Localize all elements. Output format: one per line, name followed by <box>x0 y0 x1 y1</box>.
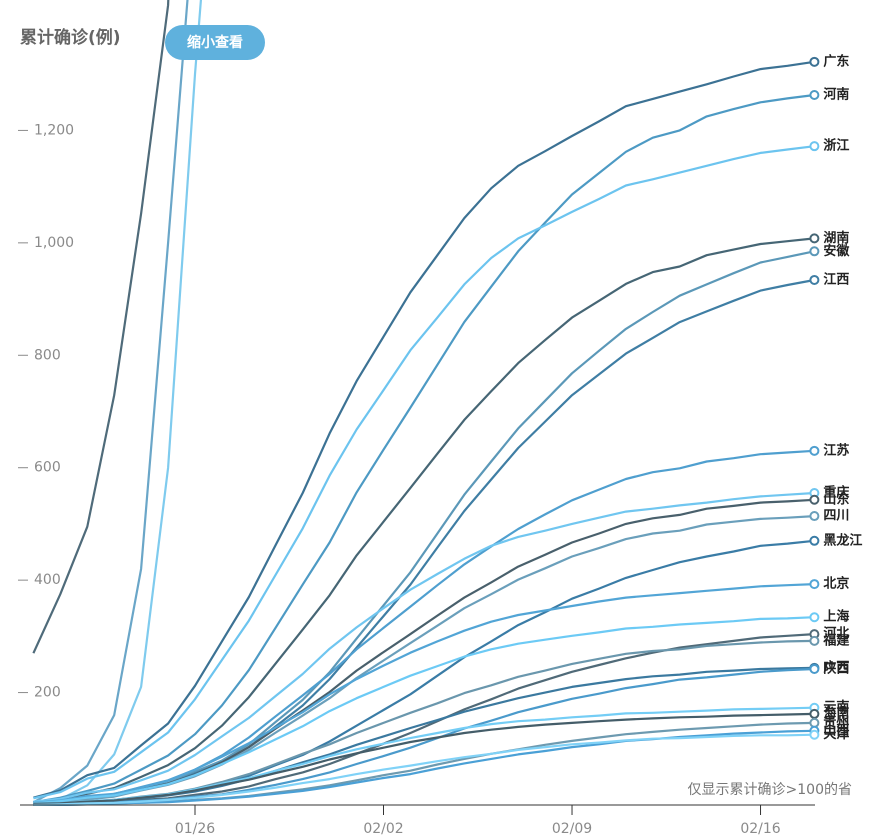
series-label: 山东 <box>823 491 849 507</box>
end-marker <box>809 246 820 257</box>
series-line <box>32 0 189 804</box>
series-label: 广西 <box>823 659 849 675</box>
series-label: 江西 <box>823 271 849 287</box>
end-marker <box>809 535 820 546</box>
end-marker <box>809 612 820 623</box>
zoom-button-label[interactable]: 缩小查看 <box>187 34 243 51</box>
y-tick-label: 200 <box>34 685 61 701</box>
end-marker <box>809 445 820 456</box>
series-line <box>33 60 815 799</box>
series-line <box>33 278 815 805</box>
end-marker <box>809 717 820 728</box>
chart-title: 累计确诊(例) <box>20 27 121 48</box>
y-tick-label: 400 <box>34 572 61 588</box>
series-label: 河北 <box>823 626 849 642</box>
series-line <box>33 237 815 804</box>
end-marker <box>809 729 820 740</box>
y-tick-label: 1,200 <box>34 122 74 138</box>
y-tick-label: 600 <box>34 460 61 476</box>
x-tick-label: 02/02 <box>363 821 403 836</box>
series-label: 广东 <box>823 53 849 69</box>
series-line <box>32 0 170 654</box>
series-label: 浙江 <box>823 138 849 154</box>
series-label: 山西 <box>823 722 849 738</box>
series-label: 江苏 <box>823 442 849 458</box>
series-label: 陕西 <box>823 660 849 676</box>
series-line <box>33 93 815 804</box>
series-label: 重庆 <box>823 485 849 501</box>
end-marker <box>809 90 820 101</box>
series-line <box>33 616 815 805</box>
series-label: 上海 <box>823 609 849 625</box>
series-line <box>33 491 815 803</box>
series-label: 天津 <box>823 726 849 742</box>
series-label: 海南 <box>823 705 849 721</box>
series-label: 黑龙江 <box>823 532 862 548</box>
x-tick-label: 02/16 <box>740 821 780 836</box>
series-line <box>33 583 815 804</box>
series-label: 云南 <box>823 699 849 715</box>
y-tick-label: 800 <box>34 347 61 363</box>
end-marker <box>809 663 820 674</box>
end-marker <box>809 708 820 719</box>
series-line <box>33 639 815 806</box>
end-marker <box>809 141 820 152</box>
series-line <box>33 712 815 805</box>
end-marker <box>809 274 820 285</box>
x-tick-label: 01/26 <box>175 821 215 836</box>
series-line <box>33 145 815 800</box>
series-label: 河南 <box>823 87 849 103</box>
zoom-button[interactable] <box>165 25 265 60</box>
series-label: 贵州 <box>823 714 849 730</box>
end-marker <box>809 56 820 67</box>
end-marker <box>809 494 820 505</box>
series-label: 北京 <box>823 576 849 592</box>
x-tick-label: 02/09 <box>552 821 592 836</box>
series-label: 安徽 <box>823 243 850 259</box>
series-line <box>33 733 815 806</box>
series-line <box>33 633 815 806</box>
y-tick-label: 1,000 <box>34 235 74 251</box>
note: 仅显示累计确诊>100的省 <box>688 782 852 798</box>
end-marker <box>809 511 820 522</box>
series-label: 湖南 <box>823 230 849 246</box>
plot-area <box>32 0 815 806</box>
series-line <box>33 0 203 806</box>
series-line <box>33 498 815 806</box>
series-label: 福建 <box>822 632 849 648</box>
end-marker <box>809 635 820 646</box>
end-marker <box>809 233 820 244</box>
end-marker <box>809 579 820 590</box>
series-label: 四川 <box>823 509 849 524</box>
series-line <box>33 729 815 806</box>
